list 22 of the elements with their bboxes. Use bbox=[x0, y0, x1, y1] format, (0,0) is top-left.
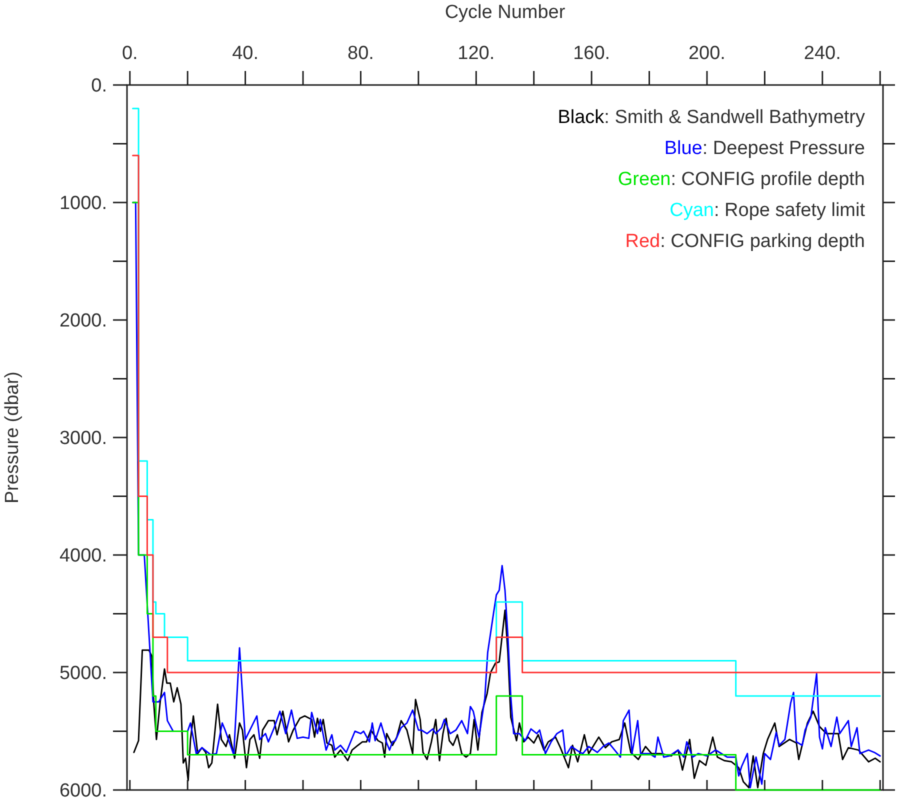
x-tick-label: 240. bbox=[804, 43, 841, 64]
y-tick-label: 6000. bbox=[59, 780, 107, 800]
y-tick-label: 3000. bbox=[59, 428, 107, 450]
text: Cyan: Rope safety limit bbox=[670, 200, 866, 221]
text: Blue: Deepest Pressure bbox=[664, 138, 865, 159]
y-tick-label: 2000. bbox=[59, 310, 107, 332]
x-tick-label: 120. bbox=[458, 43, 495, 64]
y-tick-label: 0. bbox=[91, 76, 107, 97]
x-tick-label: 0. bbox=[122, 43, 138, 64]
y-tick-label: 5000. bbox=[59, 663, 107, 684]
x-axis-title: Cycle Number bbox=[444, 2, 566, 23]
x-tick-label: 80. bbox=[348, 43, 374, 64]
x-tick-label: 200. bbox=[688, 43, 726, 64]
y-tick-label: 1000. bbox=[59, 193, 107, 214]
line-series bbox=[133, 609, 881, 788]
y-tick-label: 4000. bbox=[59, 546, 107, 567]
text: Black: Smith & Sandwell Bathymetry bbox=[558, 107, 866, 128]
x-tick-label: 160. bbox=[573, 43, 610, 64]
text: Red: CONFIG parking depth bbox=[625, 231, 865, 252]
text: Green: CONFIG profile depth bbox=[618, 169, 865, 190]
y-axis-title: Pressure (dbar) bbox=[2, 372, 23, 504]
x-tick-label: 40. bbox=[232, 43, 259, 64]
